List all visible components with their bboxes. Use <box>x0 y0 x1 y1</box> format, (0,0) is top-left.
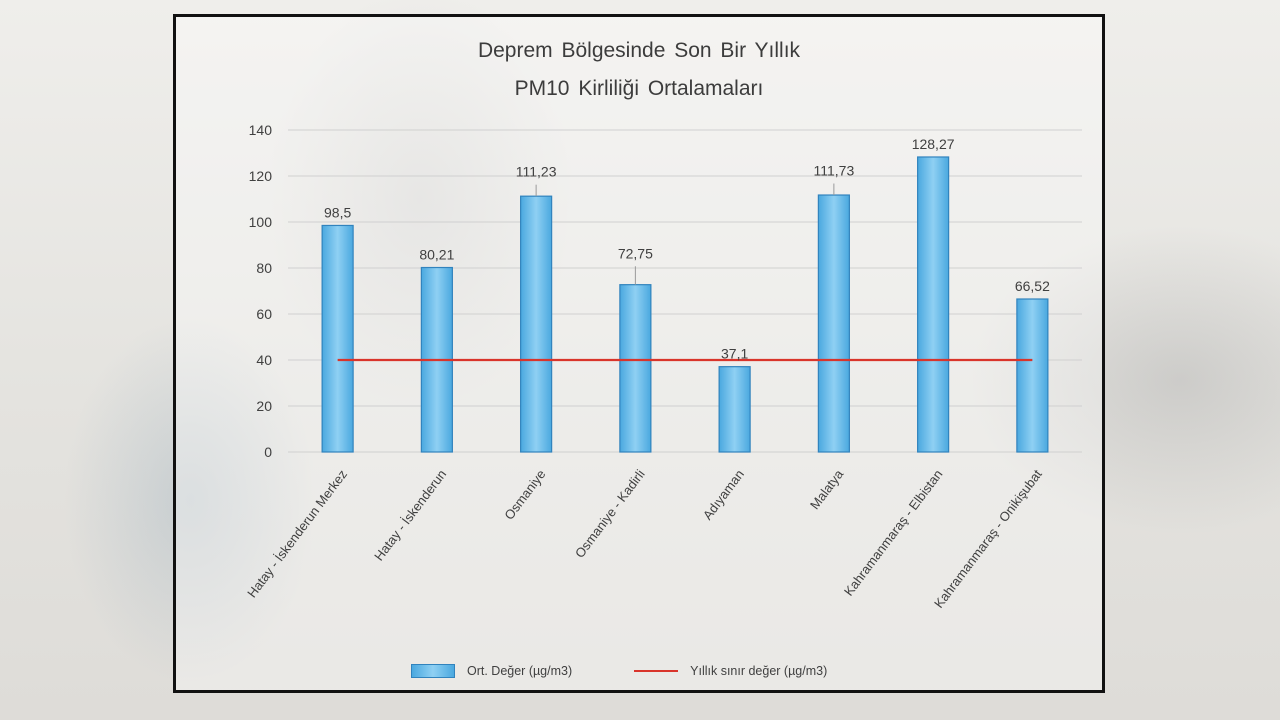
bar <box>917 156 950 453</box>
bars <box>321 156 1049 453</box>
bar <box>619 284 652 453</box>
bar <box>817 194 850 453</box>
data-label: 66,52 <box>1015 278 1050 294</box>
legend-item-limit: Yıllık sınır değer (µg/m3) <box>634 664 827 678</box>
data-label: 72,75 <box>618 245 653 261</box>
data-label: 128,27 <box>912 136 955 152</box>
chart-title-line-1: Deprem Bölgesinde Son Bir Yıllık <box>477 39 801 62</box>
data-labels: 98,5 80,21 111,23 72,75 37,1 111,73 128,27 66,5… <box>324 136 1050 362</box>
bar <box>520 195 553 453</box>
legend-label-bars: Ort. Değer (µg/m3) <box>467 664 573 678</box>
chart-title-line-2: PM10 Kirliliği Ortalamaları <box>514 77 764 100</box>
x-tick-label: Osmaniye <box>501 467 548 523</box>
gridlines <box>288 129 1082 453</box>
legend-item-bars: Ort. Değer (µg/m3) <box>411 664 572 678</box>
y-axis-tick-labels: 0 20 40 60 80 100 120 140 <box>249 122 273 460</box>
chart-plot-area: 0 20 40 60 80 100 120 140 98,5 80,21 111,23 72,75 3… <box>244 122 1082 611</box>
bar <box>1016 298 1049 453</box>
x-tick-label: Adıyaman <box>700 467 747 523</box>
y-tick-label: 60 <box>256 306 272 322</box>
x-axis-tick-labels: Hatay - İskenderun Merkez Hatay - İskende… <box>244 466 1045 611</box>
x-tick-label: Osmaniye - Kadirli <box>572 467 648 561</box>
x-tick-label: Hatay - İskenderun <box>371 467 449 564</box>
x-tick-label: Kahramanmaraş - Elbistan <box>841 467 946 599</box>
bar <box>321 224 354 453</box>
data-label: 111,73 <box>814 163 855 179</box>
y-tick-label: 40 <box>256 352 272 368</box>
x-tick-label: Kahramanmaraş - Onikişubat <box>931 466 1045 610</box>
legend-bar-swatch <box>411 664 455 678</box>
legend-label-limit: Yıllık sınır değer (µg/m3) <box>690 664 828 678</box>
x-tick-label: Malatya <box>807 466 847 512</box>
y-tick-label: 80 <box>256 260 272 276</box>
data-label: 80,21 <box>419 247 454 263</box>
y-tick-label: 140 <box>249 122 273 138</box>
data-label: 98,5 <box>324 204 351 220</box>
legend: Ort. Değer (µg/m3) Yıllık sınır değer (µ… <box>411 661 889 681</box>
y-tick-label: 20 <box>256 398 272 414</box>
legend-line-swatch <box>634 670 679 672</box>
data-label: 37,1 <box>721 346 748 362</box>
bar <box>718 366 751 453</box>
y-tick-label: 100 <box>249 214 273 230</box>
y-tick-label: 120 <box>249 168 273 184</box>
chart-frame: Deprem Bölgesinde Son Bir Yıllık PM10 Ki… <box>173 14 1105 693</box>
x-tick-label: Hatay - İskenderun Merkez <box>244 467 350 601</box>
y-tick-label: 0 <box>264 444 272 460</box>
data-label: 111,23 <box>516 164 557 180</box>
